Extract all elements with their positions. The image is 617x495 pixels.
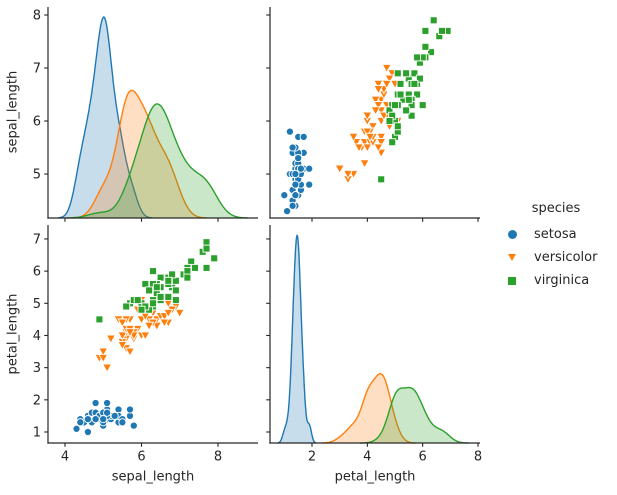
x-tick-label: 2	[308, 450, 316, 465]
scatter-virginica	[377, 16, 452, 184]
legend-item-versicolor: versicolor	[496, 246, 616, 269]
kde-fill-setosa	[277, 235, 316, 443]
scatter-virginica	[95, 238, 219, 324]
y-axis-label-petal-length: petal_length	[5, 293, 21, 375]
y-tick-label: 7	[33, 233, 41, 248]
panel-bottom-left: 4 6 8 1 2 3 4 5 6 7	[33, 225, 258, 465]
x-axis-label-petal-length: petal_length	[334, 469, 416, 485]
legend-label: setosa	[534, 227, 577, 242]
panel-top-left: 5 6 7 8	[33, 7, 258, 222]
x-tick-label: 6	[419, 450, 427, 465]
y-tick-label: 6	[33, 115, 41, 130]
y-tick-label: 8	[33, 9, 41, 24]
kde-fill-virginica	[66, 103, 248, 218]
x-tick-label: 8	[214, 450, 222, 465]
circle-icon	[504, 230, 520, 239]
y-tick-label: 3	[33, 361, 41, 376]
triangle-down-icon	[504, 254, 520, 261]
kde-fill-virginica	[360, 387, 469, 443]
legend-title: species	[531, 201, 581, 216]
kde-fill-versicolor	[72, 90, 207, 218]
y-tick-label: 2	[33, 393, 41, 408]
x-tick-label: 4	[363, 450, 371, 465]
y-tick-label: 6	[33, 265, 41, 280]
kde-line-setosa	[57, 16, 153, 219]
x-axis-label-sepal-length: sepal_length	[111, 469, 195, 485]
kde-fill-versicolor	[321, 373, 416, 443]
square-icon	[504, 276, 520, 285]
kde-line-versicolor	[321, 373, 416, 444]
scatter-setosa	[72, 398, 138, 437]
legend-items: setosa versicolor virginica	[496, 223, 616, 292]
legend-item-virginica: virginica	[496, 269, 616, 292]
y-tick-label: 7	[33, 62, 41, 77]
legend-label: virginica	[534, 273, 590, 288]
y-axis-label-sepal-length: sepal_length	[5, 70, 21, 154]
x-tick-label: 8	[474, 450, 482, 465]
legend-item-setosa: setosa	[496, 223, 616, 246]
kde-line-virginica	[66, 103, 248, 219]
panel-top-right	[266, 7, 480, 222]
kde-line-versicolor	[72, 89, 207, 219]
y-tick-label: 4	[33, 329, 41, 344]
legend: species setosa versicolor virginica	[496, 201, 616, 292]
kde-fill-setosa	[58, 17, 153, 218]
y-tick-label: 1	[33, 426, 41, 441]
y-tick-label: 5	[33, 297, 41, 312]
x-tick-label: 4	[61, 450, 69, 465]
legend-label: versicolor	[534, 250, 598, 265]
y-tick-label: 5	[33, 168, 41, 183]
x-tick-label: 6	[137, 450, 145, 465]
kde-line-setosa	[277, 234, 317, 444]
scatter-setosa	[280, 127, 314, 216]
panel-bottom-right: 2 4 6 8	[266, 225, 482, 465]
kde-line-virginica	[360, 386, 469, 444]
